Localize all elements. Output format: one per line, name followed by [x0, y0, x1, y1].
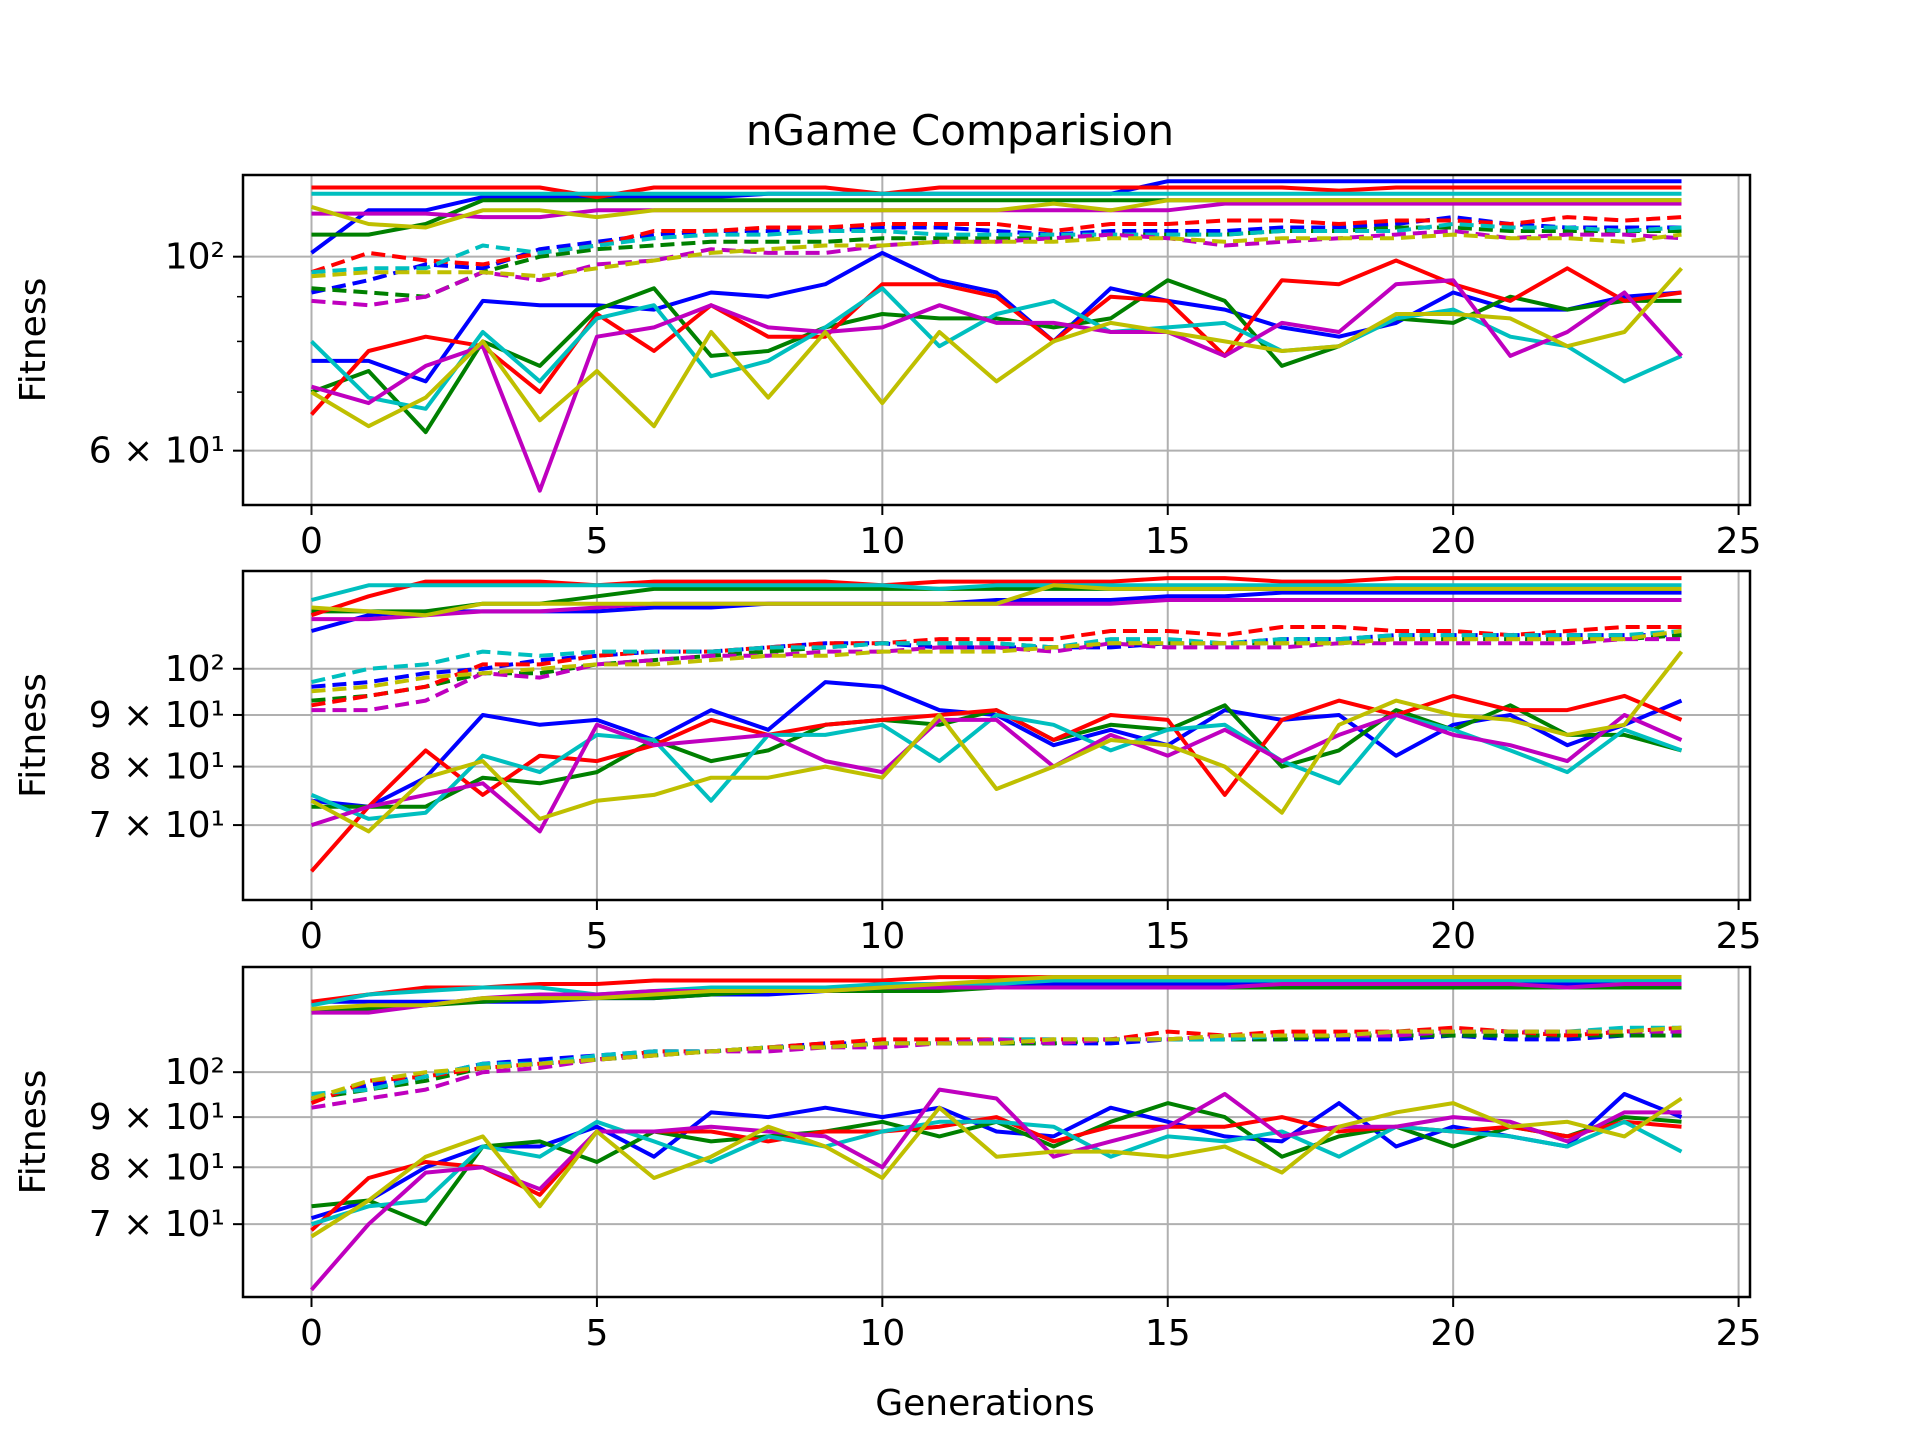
series-line-11 — [311, 229, 1682, 308]
series-line-11 — [311, 637, 1682, 713]
y-tick-label: 7 × 10¹ — [89, 805, 225, 846]
x-tick-label: 25 — [1716, 1313, 1762, 1354]
y-axis-label: Fitness — [13, 673, 54, 798]
series-line-16 — [310, 286, 1683, 411]
panels: 0 5 10 15 20 25 6 × 10¹ 10² Fitness 0 5 10 15 20 25 7 ×… — [13, 173, 1762, 1354]
subplot-1: 0 5 10 15 20 25 6 × 10¹ 10² Fitness — [13, 173, 1762, 562]
y-tick-label: 7 × 10¹ — [89, 1204, 225, 1245]
series-line-4 — [311, 978, 1682, 1008]
series-line-6 — [311, 975, 1682, 1011]
series-line-5 — [311, 982, 1682, 1015]
y-tick-label: 9 × 10¹ — [89, 1097, 225, 1138]
series-group — [310, 576, 1684, 873]
axes-frame — [241, 965, 1752, 1299]
x-tick-label: 15 — [1145, 1313, 1191, 1354]
series-line-15 — [310, 258, 1682, 416]
series-line-9 — [311, 625, 1682, 708]
x-tick-label: 10 — [859, 1313, 905, 1354]
x-tick-label: 10 — [859, 916, 905, 957]
y-axis-label: Fitness — [13, 278, 54, 403]
series-line-4 — [311, 583, 1682, 602]
series-line-10 — [311, 629, 1682, 685]
x-tick-label: 0 — [300, 916, 323, 957]
y-axis-label: Fitness — [13, 1070, 54, 1195]
series-line-18 — [310, 650, 1684, 834]
y-tick-label: 6 × 10¹ — [89, 431, 225, 472]
series-line-18 — [310, 1096, 1683, 1239]
subplot-2: 0 5 10 15 20 25 7 × 10¹ 8 × 10¹ 9 × 10¹ 10² Fitnes… — [13, 569, 1762, 957]
x-tick-label: 20 — [1430, 521, 1476, 562]
series-line-6 — [310, 198, 1682, 230]
series-line-3 — [311, 185, 1682, 200]
y-tick-label: 8 × 10¹ — [89, 747, 225, 788]
x-axis-label: Generations — [875, 1383, 1095, 1424]
series-line-3 — [310, 576, 1682, 618]
series-line-16 — [310, 1119, 1683, 1227]
series-line-13 — [310, 1092, 1683, 1221]
x-tick-label: 15 — [1145, 916, 1191, 957]
x-tick-label: 5 — [585, 521, 608, 562]
series-line-18 — [310, 266, 1683, 429]
series-line-12 — [311, 232, 1682, 279]
axes-frame — [241, 569, 1752, 902]
x-tick-label: 0 — [300, 1313, 323, 1354]
x-tick-label: 20 — [1430, 1313, 1476, 1354]
series-line-10 — [311, 222, 1682, 275]
series-line-7 — [311, 633, 1682, 689]
x-tick-label: 10 — [859, 521, 905, 562]
x-tick-label: 0 — [300, 521, 323, 562]
series-line-11 — [311, 1029, 1682, 1110]
x-tick-label: 5 — [585, 916, 608, 957]
series-group — [309, 975, 1683, 1292]
series-line-12 — [311, 629, 1682, 694]
y-tick-label: 9 × 10¹ — [89, 695, 225, 736]
x-tick-label: 20 — [1430, 916, 1476, 957]
series-line-17 — [309, 1087, 1682, 1292]
series-line-15 — [310, 693, 1683, 873]
series-group — [310, 179, 1683, 493]
axes-frame — [241, 173, 1752, 507]
series-line-10 — [311, 1025, 1682, 1096]
series-line-13 — [311, 250, 1682, 384]
series-line-14 — [310, 278, 1682, 435]
series-line-6 — [311, 583, 1682, 618]
y-tick-label: 8 × 10¹ — [89, 1147, 225, 1188]
series-line-12 — [310, 1025, 1682, 1101]
y-tick-label: 10² — [165, 649, 225, 690]
series-line-9 — [310, 1025, 1682, 1105]
series-line-8 — [311, 225, 1682, 299]
series-line-17 — [310, 278, 1683, 493]
x-tick-label: 5 — [585, 1313, 608, 1354]
series-line-17 — [310, 713, 1683, 834]
y-tick-label: 10² — [165, 237, 225, 278]
series-line-16 — [310, 713, 1683, 821]
x-tick-label: 25 — [1716, 521, 1762, 562]
series-line-7 — [311, 215, 1682, 295]
x-tick-label: 25 — [1716, 916, 1762, 957]
y-tick-label: 10² — [165, 1052, 225, 1093]
chart-title: nGame Comparision — [746, 106, 1174, 155]
x-tick-label: 15 — [1145, 521, 1191, 562]
